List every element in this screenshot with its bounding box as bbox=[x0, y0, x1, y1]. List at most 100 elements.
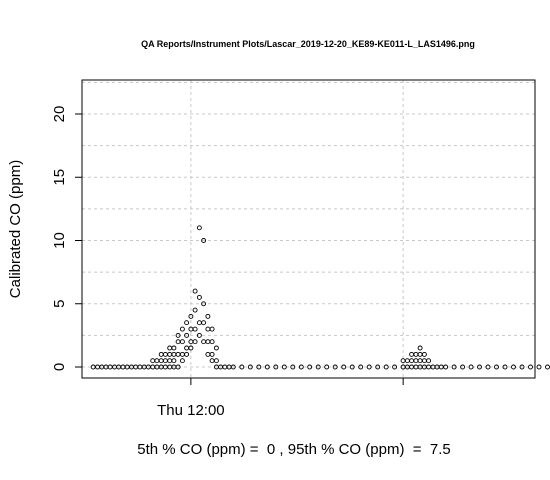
data-point bbox=[536, 364, 542, 370]
y-tick-label: 20 bbox=[51, 106, 68, 123]
y-tick-label: 15 bbox=[51, 169, 68, 186]
data-point bbox=[426, 358, 432, 364]
data-point bbox=[201, 339, 207, 345]
data-point bbox=[502, 364, 508, 370]
y-tick-label: 5 bbox=[51, 300, 68, 308]
data-point bbox=[179, 326, 185, 332]
data-point bbox=[175, 339, 181, 345]
data-point bbox=[413, 358, 419, 364]
data-point bbox=[171, 351, 177, 357]
y-tick-label: 10 bbox=[51, 232, 68, 249]
data-points bbox=[90, 225, 550, 370]
data-point bbox=[358, 364, 364, 370]
x-axis: Thu 12:00Thu 22:00Fri 08:00Fri 18:00 bbox=[157, 378, 404, 419]
data-point bbox=[528, 364, 533, 370]
data-point bbox=[451, 364, 457, 370]
data-point bbox=[298, 364, 304, 370]
data-point bbox=[404, 358, 410, 364]
data-point bbox=[175, 364, 181, 370]
data-point bbox=[167, 351, 173, 357]
data-point bbox=[247, 364, 253, 370]
data-point bbox=[256, 364, 262, 370]
data-point bbox=[421, 351, 427, 357]
data-point bbox=[341, 364, 347, 370]
y-axis-label: Calibrated CO (ppm) bbox=[7, 160, 24, 298]
data-point bbox=[201, 301, 207, 307]
data-point bbox=[519, 364, 525, 370]
data-point bbox=[477, 364, 482, 370]
data-point bbox=[511, 364, 516, 370]
data-point bbox=[417, 345, 423, 351]
data-point bbox=[192, 339, 198, 345]
data-point bbox=[171, 358, 177, 364]
data-point bbox=[205, 313, 211, 319]
data-point bbox=[167, 345, 173, 351]
data-point bbox=[315, 364, 321, 370]
data-point bbox=[383, 364, 389, 370]
data-point bbox=[201, 320, 207, 326]
data-point bbox=[158, 358, 164, 364]
data-point bbox=[205, 326, 211, 332]
data-point bbox=[192, 326, 198, 332]
data-point bbox=[167, 358, 173, 364]
data-point bbox=[307, 364, 313, 370]
data-point bbox=[192, 288, 198, 294]
data-point bbox=[230, 364, 236, 370]
data-point bbox=[239, 364, 245, 370]
data-point bbox=[213, 358, 219, 364]
data-point bbox=[175, 351, 181, 357]
data-point bbox=[192, 307, 198, 313]
data-point bbox=[150, 358, 156, 364]
data-point bbox=[468, 364, 474, 370]
data-point bbox=[171, 345, 177, 351]
plot-frame bbox=[81, 79, 536, 379]
data-point bbox=[209, 358, 215, 364]
data-point bbox=[209, 339, 215, 345]
data-point bbox=[196, 320, 202, 326]
data-point bbox=[494, 364, 499, 370]
data-point bbox=[413, 351, 419, 357]
data-point bbox=[273, 364, 279, 370]
data-point bbox=[201, 238, 207, 243]
data-point bbox=[409, 351, 415, 357]
data-point bbox=[188, 345, 194, 351]
chart-title: QA Reports/Instrument Plots/Lascar_2019-… bbox=[141, 39, 475, 49]
data-point bbox=[179, 351, 185, 357]
data-point bbox=[332, 364, 338, 370]
data-point bbox=[366, 364, 372, 370]
chart-subtitle: 5th % CO (ppm) = 0 , 95th % CO (ppm) = 7… bbox=[137, 441, 450, 458]
data-point bbox=[196, 225, 202, 231]
grid-lines bbox=[82, 80, 535, 378]
data-point bbox=[545, 364, 550, 370]
data-point bbox=[184, 345, 190, 351]
data-point bbox=[290, 364, 296, 370]
data-point bbox=[409, 358, 415, 364]
data-point bbox=[281, 364, 287, 370]
data-point bbox=[417, 351, 423, 357]
data-point bbox=[154, 358, 160, 364]
data-point bbox=[184, 351, 190, 357]
data-point bbox=[196, 294, 202, 300]
data-point bbox=[213, 345, 219, 351]
data-point bbox=[324, 364, 330, 370]
data-point bbox=[205, 339, 211, 345]
data-point bbox=[205, 351, 211, 357]
data-point bbox=[188, 313, 194, 319]
data-point bbox=[417, 358, 423, 364]
data-point bbox=[349, 364, 355, 370]
data-point bbox=[162, 351, 168, 357]
data-point bbox=[443, 364, 449, 370]
data-point bbox=[209, 351, 215, 357]
data-point bbox=[375, 364, 381, 370]
data-point bbox=[158, 351, 164, 357]
data-point bbox=[179, 339, 185, 345]
data-point bbox=[392, 364, 398, 370]
y-tick-label: 0 bbox=[51, 363, 68, 371]
x-tick-label: Thu 12:00 bbox=[157, 402, 225, 419]
data-point bbox=[179, 358, 185, 364]
data-point bbox=[460, 364, 466, 370]
data-point bbox=[209, 326, 215, 332]
data-point bbox=[184, 332, 190, 338]
data-point bbox=[184, 320, 190, 326]
